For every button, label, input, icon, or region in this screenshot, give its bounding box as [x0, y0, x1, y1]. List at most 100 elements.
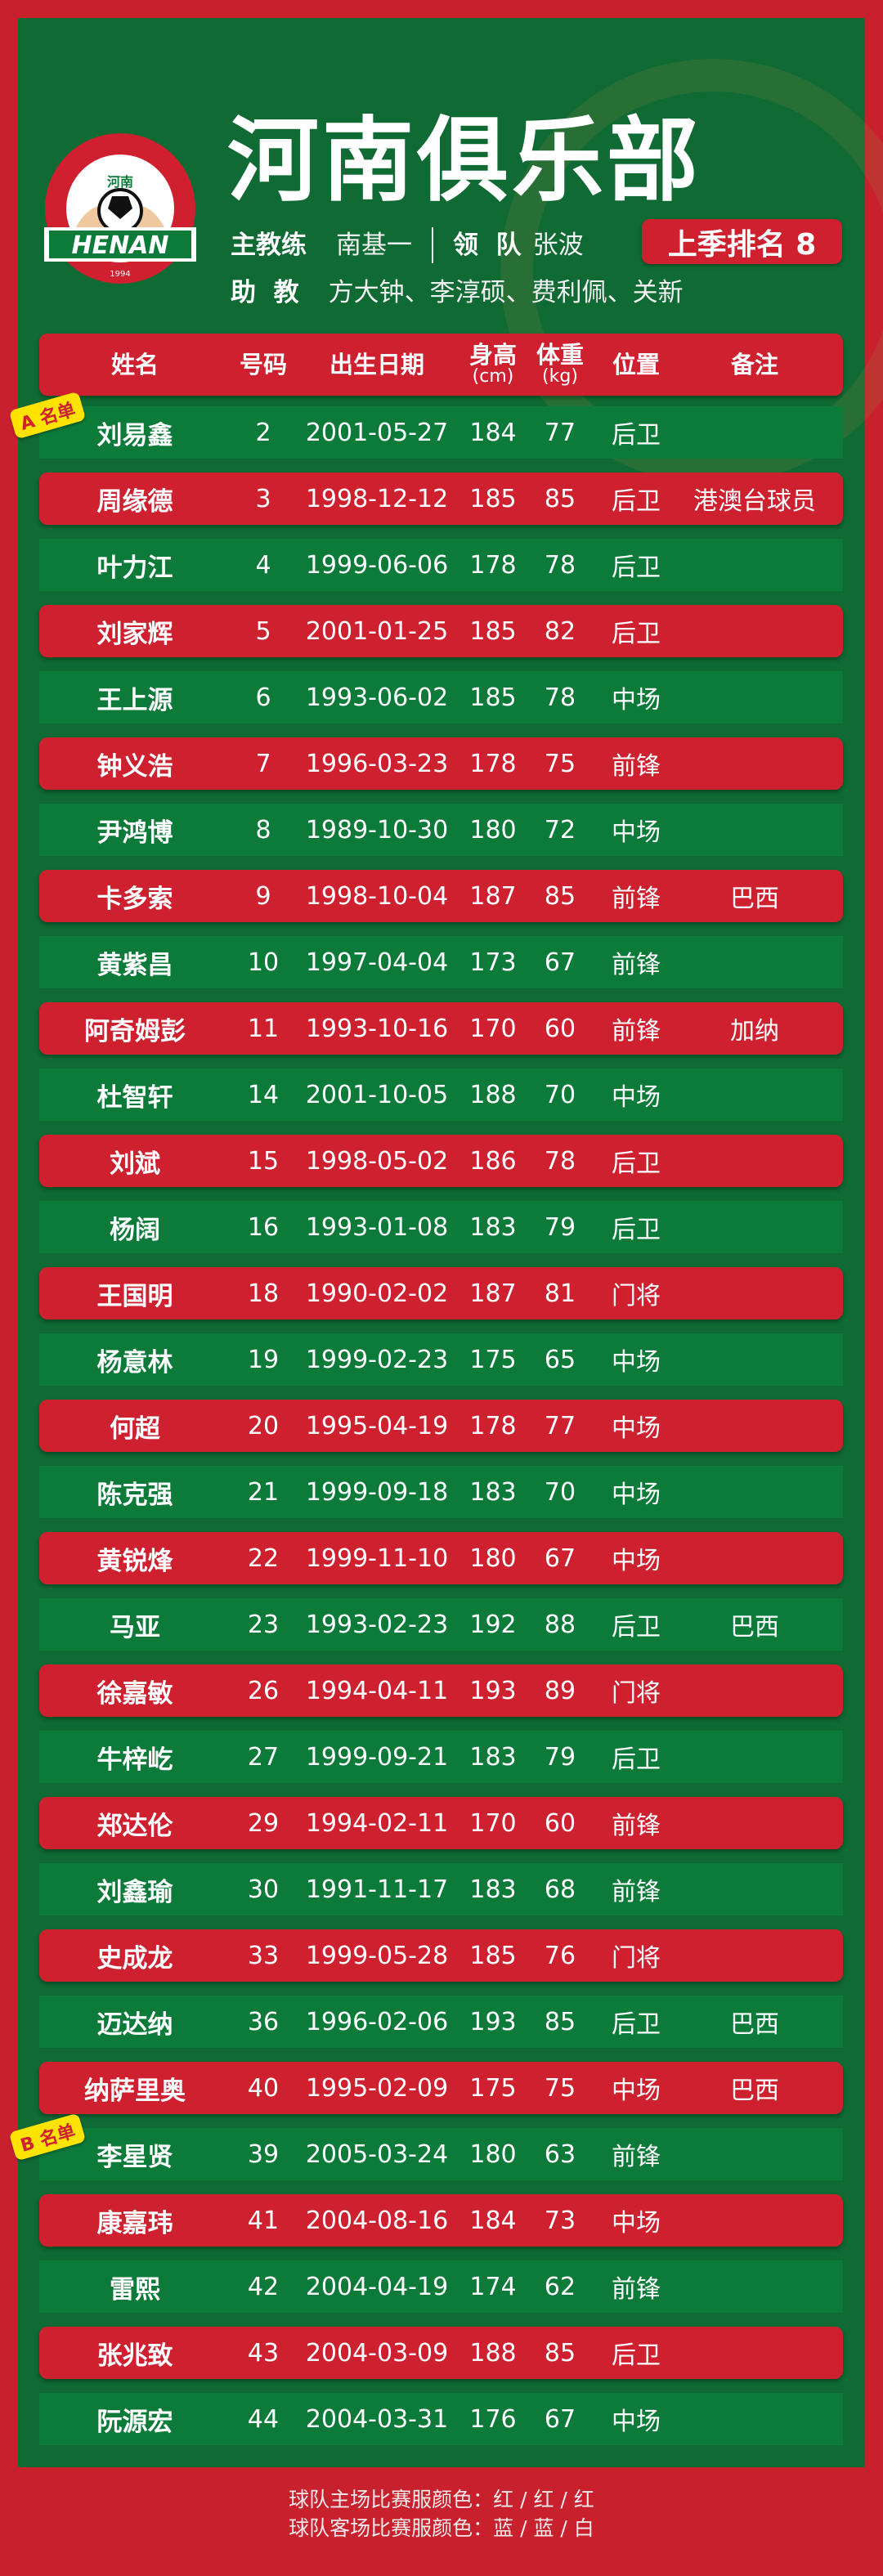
- assistant-names: 方大钟、李淳硕、费利佩、关新: [328, 278, 684, 307]
- player-height: 175: [469, 2073, 517, 2103]
- player-weight: 75: [544, 2073, 576, 2103]
- player-position: 中场: [612, 2408, 661, 2436]
- away-kit-colors: 球队客场比赛服颜色：蓝 / 蓝 / 白: [289, 2516, 594, 2540]
- player-weight: 88: [544, 1610, 576, 1639]
- player-birth-date: 1993-10-16: [305, 1014, 449, 1043]
- player-remark: 巴西: [730, 885, 779, 913]
- player-weight: 75: [544, 749, 576, 778]
- player-number: 27: [247, 1742, 280, 1772]
- player-name: 刘家辉: [96, 619, 173, 649]
- player-weight: 78: [544, 1146, 576, 1176]
- player-remark: 加纳: [730, 1017, 779, 1046]
- player-number: 36: [247, 2007, 280, 2036]
- player-height: 178: [469, 1411, 517, 1440]
- team-leader-label: 领 队: [453, 231, 522, 260]
- player-name: 何超: [110, 1413, 160, 1444]
- player-height: 175: [469, 1345, 517, 1374]
- player-birth-date: 2001-01-25: [305, 616, 449, 646]
- player-remark: 巴西: [730, 2010, 779, 2039]
- player-name: 杨阔: [110, 1215, 160, 1245]
- table-row: 卡多索 9 1998-10-04 187 85 前锋 巴西: [39, 870, 843, 922]
- player-height: 188: [469, 1080, 517, 1109]
- player-weight: 79: [544, 1742, 576, 1772]
- player-name: 陈克强: [96, 1480, 173, 1510]
- player-number: 20: [247, 1411, 280, 1440]
- player-position: 中场: [612, 1083, 661, 1112]
- player-name: 王上源: [96, 685, 173, 715]
- table-row: 郑达伦 29 1994-02-11 170 60 前锋: [39, 1797, 843, 1849]
- head-coach-label: 主教练: [231, 231, 307, 260]
- player-position: 门将: [612, 1282, 661, 1310]
- player-number: 39: [247, 2139, 280, 2169]
- table-row: 陈克强 21 1999-09-18 183 70 中场: [39, 1466, 843, 1518]
- table-row: 杨意林 19 1999-02-23 175 65 中场: [39, 1333, 843, 1386]
- player-name: 康嘉玮: [96, 2208, 173, 2238]
- player-number: 3: [255, 484, 271, 513]
- header-birth: 出生日期: [329, 351, 425, 379]
- player-weight: 77: [544, 418, 576, 447]
- table-row: 马亚 23 1993-02-23 192 88 后卫 巴西: [39, 1598, 843, 1651]
- player-position: 中场: [612, 2076, 661, 2105]
- player-birth-date: 1993-02-23: [305, 1610, 449, 1639]
- player-number: 26: [247, 1676, 280, 1705]
- table-row: 周缘德 3 1998-12-12 185 85 后卫 港澳台球员: [39, 473, 843, 525]
- player-weight: 78: [544, 550, 576, 580]
- player-height: 183: [469, 1212, 517, 1242]
- player-height: 180: [469, 815, 517, 844]
- player-position: 中场: [612, 1547, 661, 1575]
- player-weight: 70: [544, 1477, 576, 1507]
- player-position: 中场: [612, 818, 661, 847]
- player-number: 44: [247, 2404, 280, 2434]
- player-remark: 巴西: [730, 2076, 779, 2105]
- player-name: 杜智轩: [96, 1082, 173, 1113]
- player-number: 43: [247, 2338, 280, 2368]
- player-birth-date: 1998-10-04: [305, 881, 449, 911]
- player-weight: 65: [544, 1345, 576, 1374]
- player-birth-date: 1993-06-02: [305, 683, 449, 712]
- player-birth-date: 1999-09-18: [305, 1477, 449, 1507]
- player-number: 11: [247, 1014, 280, 1043]
- table-row: 史成龙 33 1999-05-28 185 76 门将: [39, 1929, 843, 1982]
- player-number: 23: [247, 1610, 280, 1639]
- player-position: 后卫: [612, 2010, 661, 2039]
- table-row: 阮源宏 44 2004-03-31 176 67 中场: [39, 2393, 843, 2445]
- player-weight: 85: [544, 2007, 576, 2036]
- player-number: 22: [247, 1543, 280, 1573]
- player-height: 176: [469, 2404, 517, 2434]
- player-height: 184: [469, 418, 517, 447]
- table-row: 何超 20 1995-04-19 178 77 中场: [39, 1400, 843, 1452]
- player-name: 卡多索: [96, 884, 173, 914]
- player-number: 42: [247, 2272, 280, 2301]
- player-number: 41: [247, 2206, 280, 2235]
- player-birth-date: 1997-04-04: [305, 948, 449, 977]
- player-position: 后卫: [612, 1216, 661, 1244]
- table-row: 刘斌 15 1998-05-02 186 78 后卫: [39, 1135, 843, 1187]
- player-birth-date: 1993-01-08: [305, 1212, 449, 1242]
- player-birth-date: 1989-10-30: [305, 815, 449, 844]
- player-position: 后卫: [612, 2341, 661, 2370]
- player-position: 后卫: [612, 487, 661, 516]
- table-row: 雷熙 42 2004-04-19 174 62 前锋: [39, 2260, 843, 2313]
- player-name: 黄锐烽: [96, 1546, 173, 1576]
- player-name: 纳萨里奥: [84, 2076, 186, 2106]
- player-name: 周缘德: [96, 486, 173, 517]
- player-name: 钟义浩: [96, 751, 173, 782]
- assistant-label: 助 教: [231, 278, 299, 307]
- header-weight-label: 体重: [536, 341, 585, 369]
- player-position: 后卫: [612, 620, 661, 648]
- player-name: 尹鸿博: [96, 818, 173, 848]
- player-weight: 72: [544, 815, 576, 844]
- player-height: 183: [469, 1742, 517, 1772]
- player-birth-date: 2001-10-05: [305, 1080, 449, 1109]
- header-number: 号码: [239, 351, 288, 379]
- player-position: 后卫: [612, 553, 661, 582]
- player-position: 后卫: [612, 1613, 661, 1642]
- player-number: 33: [247, 1941, 280, 1970]
- player-birth-date: 2004-03-31: [305, 2404, 449, 2434]
- player-name: 阮源宏: [96, 2407, 173, 2437]
- player-number: 7: [255, 749, 271, 778]
- player-position: 门将: [612, 1679, 661, 1708]
- player-birth-date: 1996-02-06: [305, 2007, 449, 2036]
- player-name: 阿奇姆彭: [84, 1016, 186, 1046]
- henan-club-logo: 河南 HENAN 1994: [44, 133, 196, 284]
